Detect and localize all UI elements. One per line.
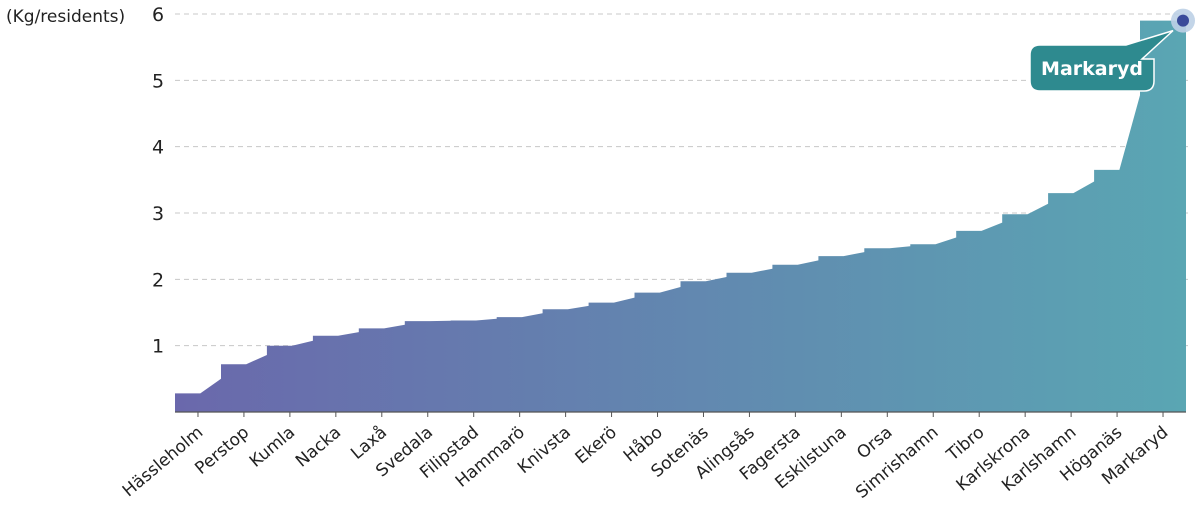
highlight-point (1177, 14, 1189, 27)
y-axis-unit-label: (Kg/residents) (6, 7, 125, 27)
y-axis-ticks: 1 2 3 4 5 6 (152, 4, 164, 358)
y-tick-label: 5 (152, 70, 164, 92)
callout-label: Markaryd (1041, 58, 1143, 80)
x-tick-label: Kumla (246, 423, 299, 472)
x-tick-label: Nacka (292, 423, 345, 472)
y-tick-label: 6 (152, 4, 164, 26)
highlight-marker (1171, 8, 1195, 33)
callout-bubble (1029, 29, 1174, 92)
data-area (175, 20, 1186, 412)
y-tick-label: 3 (152, 203, 164, 225)
y-tick-label: 4 (152, 137, 164, 159)
y-tick-label: 1 (152, 336, 164, 358)
highlight-callout: Markaryd (1029, 29, 1174, 92)
x-tick-label: Knivsta (514, 423, 575, 479)
x-tick-label: Ekerö (572, 423, 621, 469)
y-tick-label: 2 (152, 269, 164, 291)
